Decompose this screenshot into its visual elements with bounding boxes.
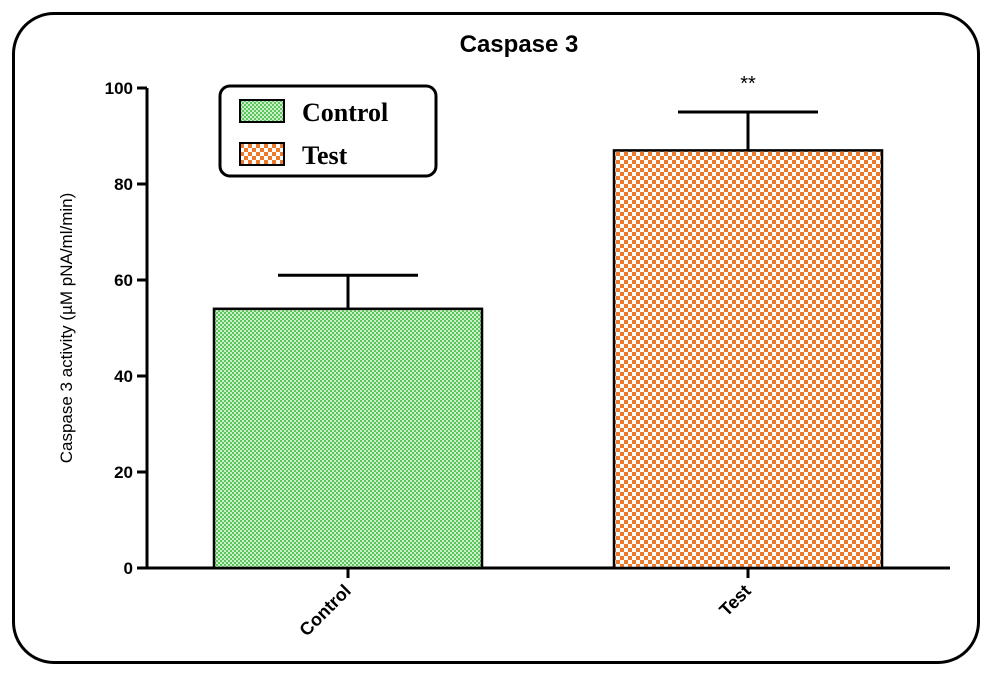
legend-swatch-test — [239, 142, 285, 166]
y-tick-label-40: 40 — [114, 367, 133, 386]
legend-label-control: Control — [302, 98, 388, 127]
y-tick-label-80: 80 — [114, 175, 133, 194]
bars: ** — [212, 73, 884, 570]
y-tick-label-60: 60 — [114, 271, 133, 290]
chart-title: Caspase 3 — [460, 31, 579, 58]
y-tick-label-100: 100 — [105, 79, 133, 98]
bar-control — [212, 307, 484, 570]
x-tick-label-control: Control — [295, 581, 354, 640]
x-tick-label-test: Test — [715, 581, 754, 620]
significance-test: ** — [740, 73, 756, 95]
legend: Control Test — [218, 84, 438, 178]
y-tick-label-20: 20 — [114, 463, 133, 482]
y-axis-label: Caspase 3 activity (µM pNA/ml/min) — [57, 193, 76, 464]
legend-label-test: Test — [302, 141, 348, 170]
y-tick-label-0: 0 — [124, 559, 133, 578]
legend-swatch-control — [239, 99, 285, 123]
bar-test — [612, 149, 884, 570]
